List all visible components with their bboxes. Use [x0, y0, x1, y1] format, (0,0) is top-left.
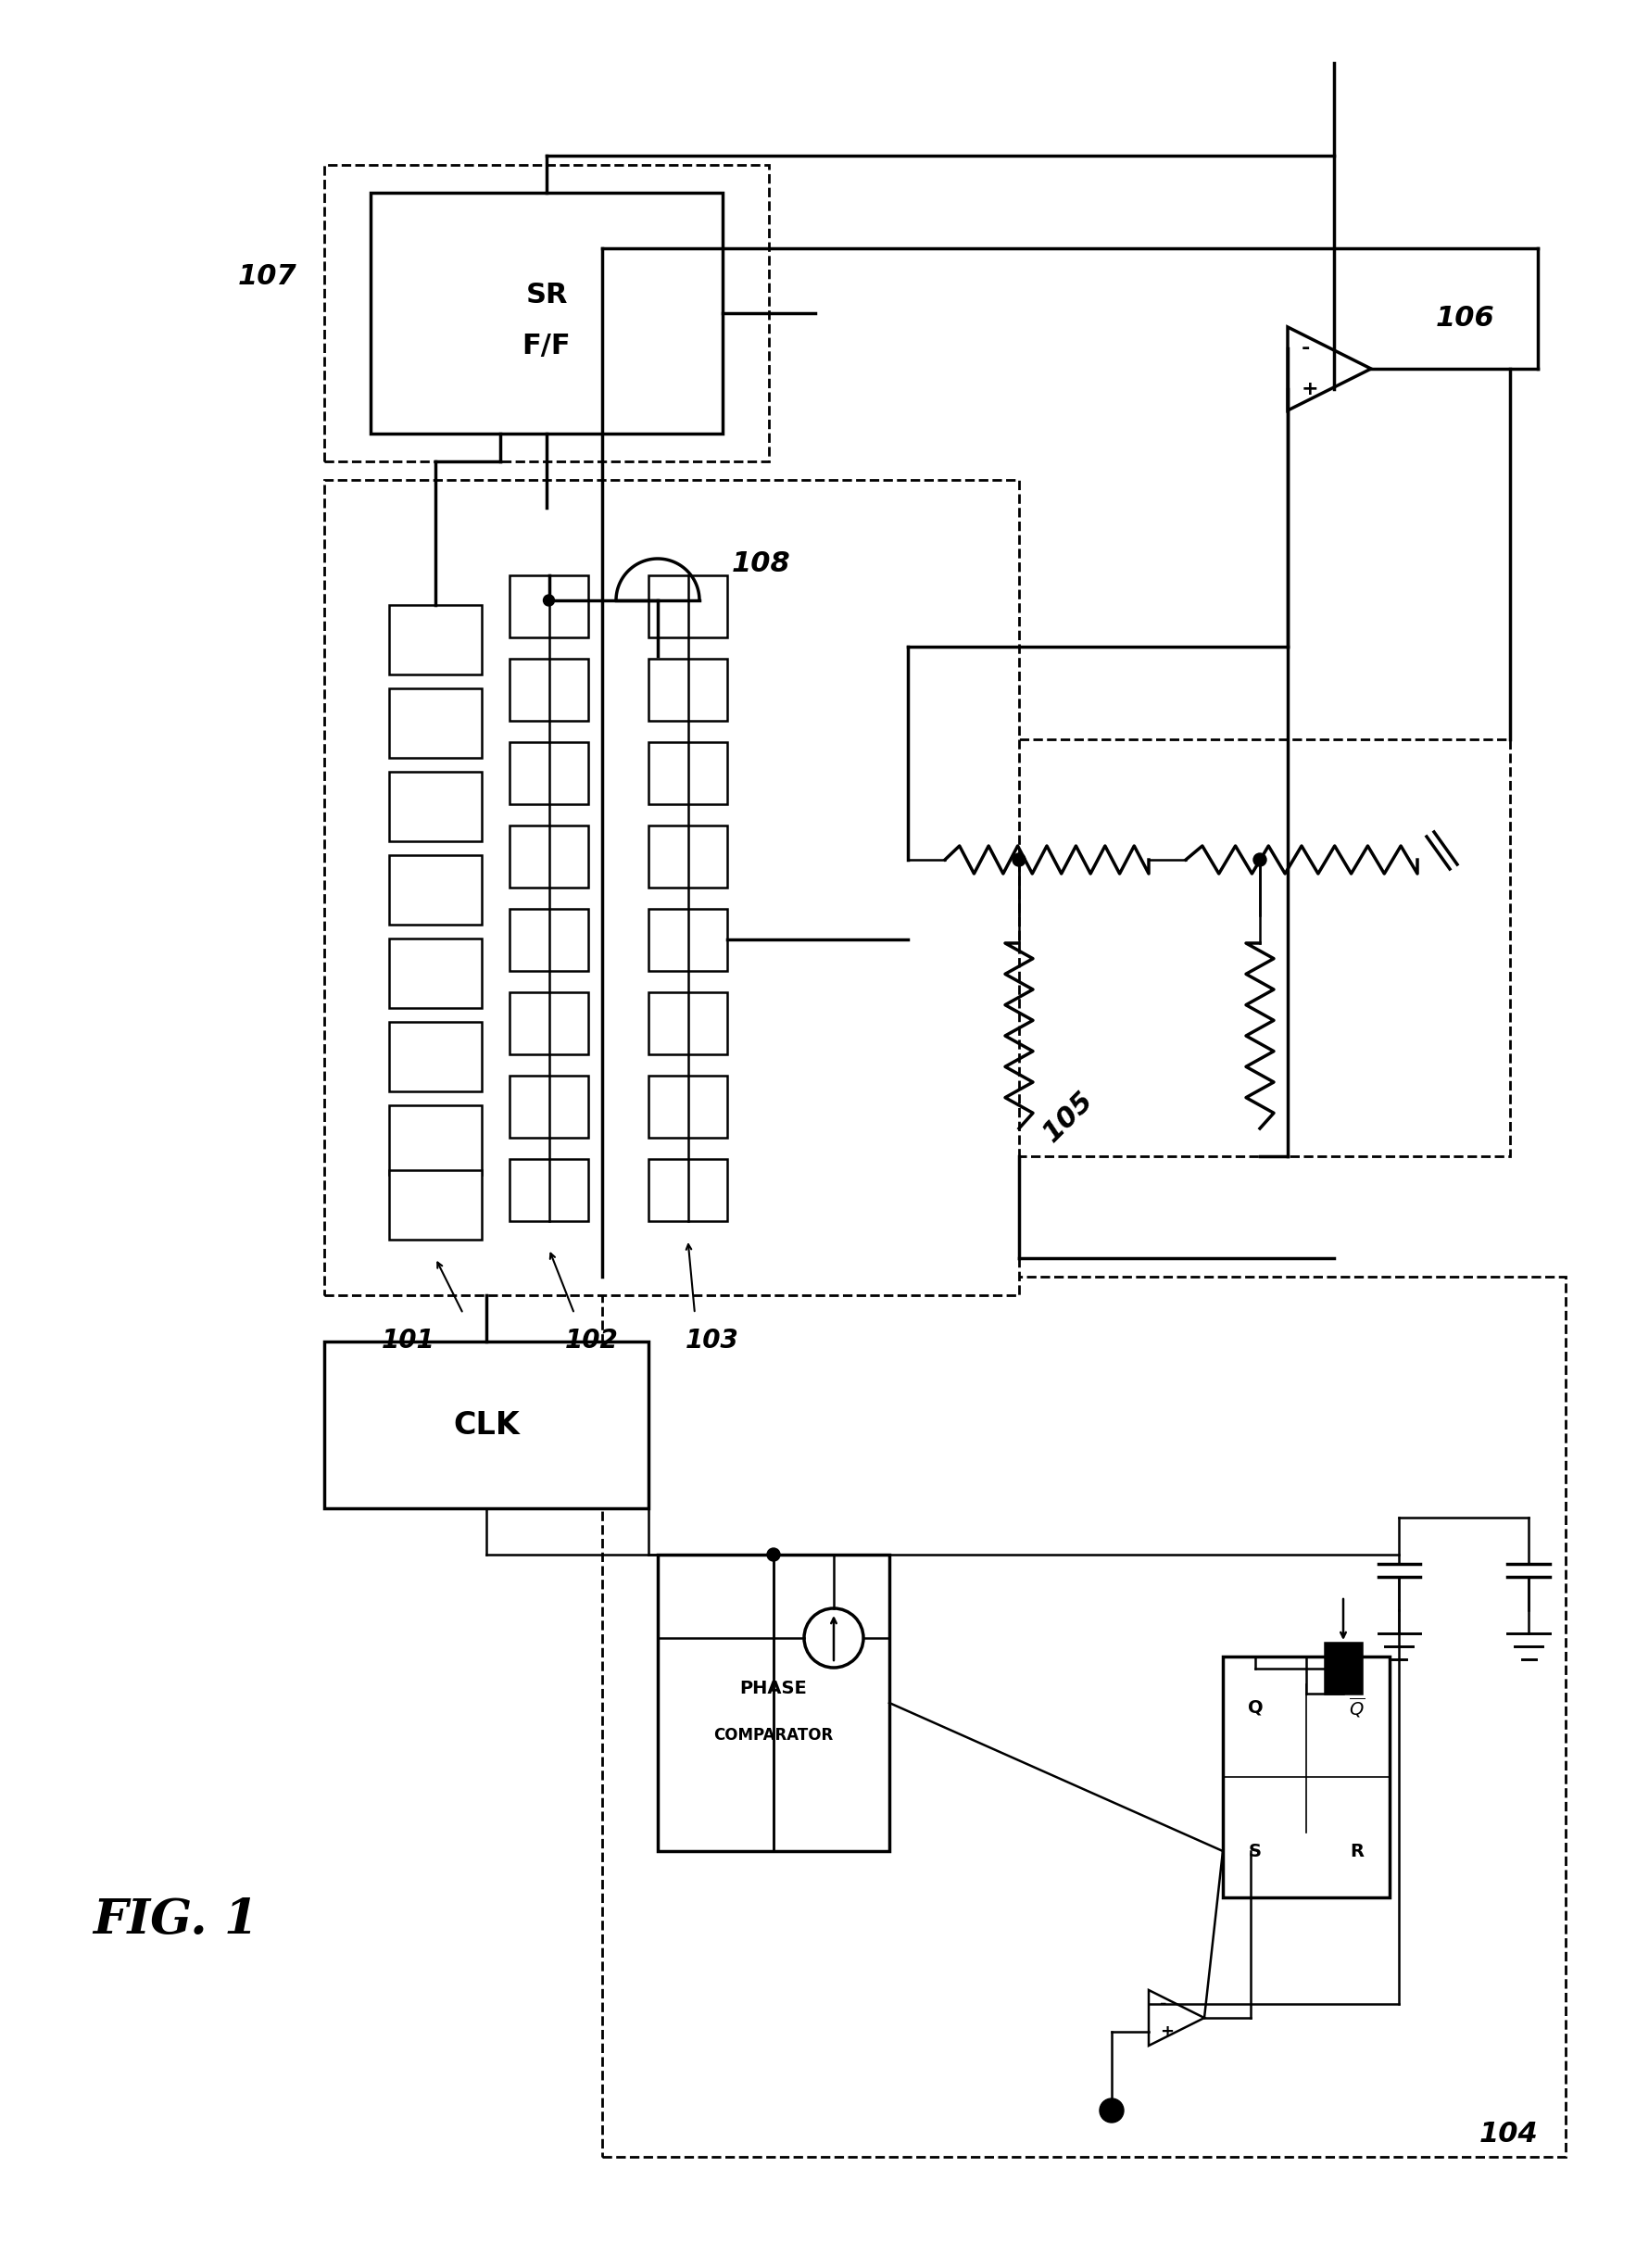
- Text: +: +: [1160, 2023, 1173, 2041]
- Circle shape: [767, 1549, 780, 1560]
- Text: 101: 101: [381, 1327, 435, 1354]
- Text: SR: SR: [525, 281, 568, 308]
- Text: 104: 104: [1479, 2121, 1538, 2148]
- FancyBboxPatch shape: [648, 1075, 728, 1139]
- FancyBboxPatch shape: [509, 742, 589, 805]
- FancyBboxPatch shape: [371, 193, 723, 433]
- FancyBboxPatch shape: [324, 166, 769, 460]
- FancyBboxPatch shape: [1222, 1656, 1389, 1898]
- FancyBboxPatch shape: [648, 574, 728, 637]
- Text: F/F: F/F: [522, 331, 571, 358]
- FancyBboxPatch shape: [509, 1159, 589, 1220]
- Text: FIG. 1: FIG. 1: [93, 1896, 258, 1944]
- Text: 106: 106: [1436, 304, 1495, 331]
- Circle shape: [1099, 2098, 1124, 2123]
- FancyBboxPatch shape: [324, 481, 1019, 1295]
- Text: $\overline{Q}$: $\overline{Q}$: [1350, 1696, 1364, 1719]
- Text: 108: 108: [731, 549, 790, 576]
- FancyBboxPatch shape: [509, 826, 589, 887]
- FancyBboxPatch shape: [648, 1159, 728, 1220]
- FancyBboxPatch shape: [648, 909, 728, 971]
- Text: 102: 102: [564, 1327, 618, 1354]
- FancyBboxPatch shape: [389, 689, 481, 758]
- FancyBboxPatch shape: [509, 909, 589, 971]
- FancyBboxPatch shape: [509, 658, 589, 721]
- FancyBboxPatch shape: [389, 855, 481, 925]
- FancyBboxPatch shape: [389, 771, 481, 841]
- Text: 107: 107: [237, 263, 296, 290]
- Circle shape: [1253, 853, 1266, 866]
- Text: PHASE: PHASE: [739, 1681, 807, 1699]
- FancyBboxPatch shape: [389, 1170, 481, 1241]
- Text: 105: 105: [1037, 1086, 1098, 1148]
- Text: -: -: [1302, 340, 1310, 358]
- FancyBboxPatch shape: [389, 1105, 481, 1175]
- FancyBboxPatch shape: [509, 574, 589, 637]
- Text: CLK: CLK: [453, 1411, 520, 1440]
- Text: Q: Q: [1248, 1699, 1263, 1717]
- Text: COMPARATOR: COMPARATOR: [713, 1726, 833, 1744]
- FancyBboxPatch shape: [509, 1075, 589, 1139]
- Text: 103: 103: [685, 1327, 739, 1354]
- FancyBboxPatch shape: [324, 1343, 648, 1508]
- FancyBboxPatch shape: [648, 826, 728, 887]
- FancyBboxPatch shape: [602, 1277, 1566, 2157]
- Circle shape: [543, 594, 555, 606]
- FancyBboxPatch shape: [648, 991, 728, 1055]
- Circle shape: [1013, 853, 1026, 866]
- Text: +: +: [1302, 379, 1319, 399]
- FancyBboxPatch shape: [648, 742, 728, 805]
- FancyBboxPatch shape: [509, 991, 589, 1055]
- FancyBboxPatch shape: [389, 606, 481, 674]
- Text: R: R: [1350, 1842, 1364, 1860]
- FancyBboxPatch shape: [389, 939, 481, 1007]
- Text: S: S: [1248, 1842, 1261, 1860]
- FancyBboxPatch shape: [648, 658, 728, 721]
- FancyBboxPatch shape: [658, 1554, 890, 1851]
- FancyBboxPatch shape: [1325, 1642, 1361, 1694]
- FancyBboxPatch shape: [389, 1023, 481, 1091]
- FancyBboxPatch shape: [908, 739, 1510, 1157]
- Text: -: -: [1160, 1996, 1166, 2012]
